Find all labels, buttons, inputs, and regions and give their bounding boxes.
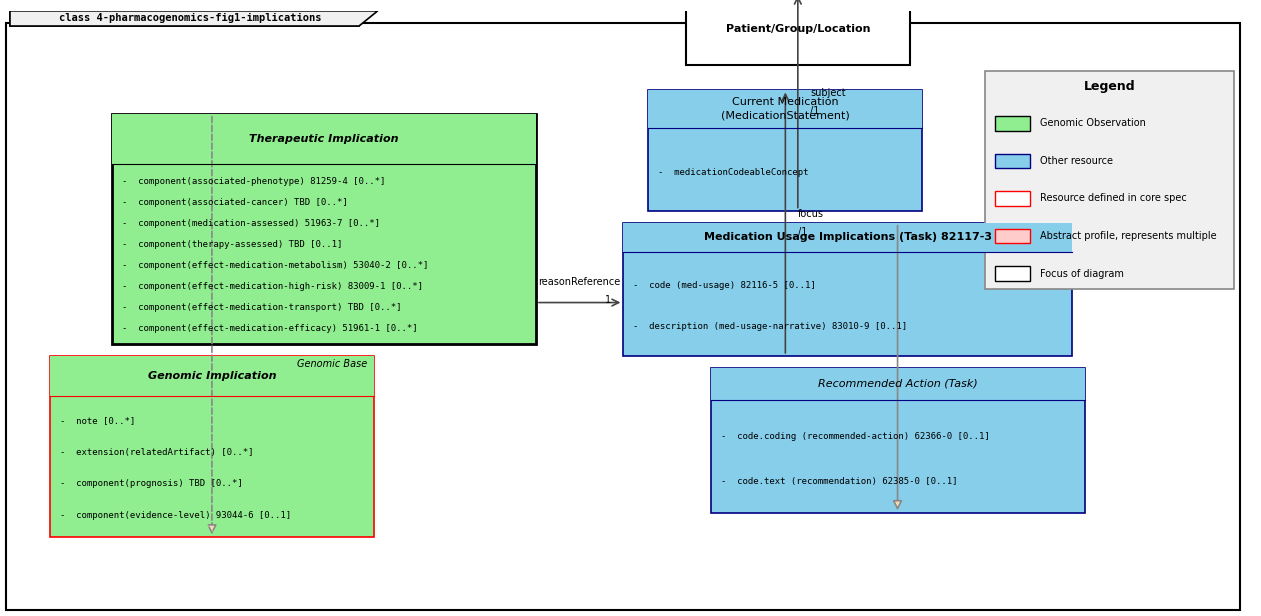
- Text: Genomic Observation: Genomic Observation: [1039, 118, 1145, 129]
- FancyBboxPatch shape: [623, 222, 1072, 252]
- Text: -  code.text (recommendation) 62385-0 [0..1]: - code.text (recommendation) 62385-0 [0.…: [720, 477, 957, 486]
- Text: 1: 1: [605, 294, 610, 304]
- Text: -  component(effect-medication-high-risk) 83009-1 [0..*]: - component(effect-medication-high-risk)…: [122, 282, 424, 291]
- Text: class 4-pharmacogenomics-fig1-implications: class 4-pharmacogenomics-fig1-implicatio…: [59, 14, 322, 23]
- Text: -  component(effect-medication-efficacy) 51961-1 [0..*]: - component(effect-medication-efficacy) …: [122, 325, 417, 333]
- Text: -  note [0..*]: - note [0..*]: [59, 416, 135, 426]
- FancyBboxPatch shape: [710, 368, 1084, 400]
- Text: -  component(prognosis) TBD [0..*]: - component(prognosis) TBD [0..*]: [59, 479, 242, 488]
- Text: -  description (med-usage-narrative) 83010-9 [0..1]: - description (med-usage-narrative) 8301…: [633, 322, 908, 331]
- Text: -  component(therapy-assessed) TBD [0..1]: - component(therapy-assessed) TBD [0..1]: [122, 240, 343, 249]
- Text: -  code.coding (recommended-action) 62366-0 [0..1]: - code.coding (recommended-action) 62366…: [720, 432, 990, 440]
- FancyBboxPatch shape: [995, 229, 1030, 243]
- Text: -  component(medication-assessed) 51963-7 [0..*]: - component(medication-assessed) 51963-7…: [122, 219, 380, 228]
- Text: -  component(effect-medication-transport) TBD [0..*]: - component(effect-medication-transport)…: [122, 303, 402, 312]
- Text: Patient/Group/Location: Patient/Group/Location: [725, 24, 870, 34]
- FancyBboxPatch shape: [995, 266, 1030, 281]
- Text: (MedicationStatement): (MedicationStatement): [721, 111, 850, 121]
- FancyBboxPatch shape: [648, 89, 923, 128]
- FancyBboxPatch shape: [10, 11, 359, 26]
- Text: Current Medication: Current Medication: [733, 97, 839, 107]
- FancyBboxPatch shape: [6, 23, 1241, 610]
- Text: focus: focus: [798, 209, 823, 219]
- FancyBboxPatch shape: [995, 191, 1030, 206]
- Text: Therapeutic Implication: Therapeutic Implication: [250, 134, 398, 144]
- FancyBboxPatch shape: [50, 356, 375, 537]
- Text: Abstract profile, represents multiple: Abstract profile, represents multiple: [1039, 231, 1217, 241]
- Text: Medication Usage Implications (Task) 82117-3: Medication Usage Implications (Task) 821…: [704, 232, 991, 242]
- Text: -  component(evidence-level) 93044-6 [0..1]: - component(evidence-level) 93044-6 [0..…: [59, 511, 291, 520]
- Text: -  component(associated-cancer) TBD [0..*]: - component(associated-cancer) TBD [0..*…: [122, 198, 348, 207]
- FancyBboxPatch shape: [985, 71, 1235, 290]
- FancyBboxPatch shape: [686, 0, 910, 65]
- Text: -  component(associated-phenotype) 81259-4 [0..*]: - component(associated-phenotype) 81259-…: [122, 177, 386, 186]
- Text: subject: subject: [811, 87, 846, 97]
- Text: -  component(effect-medication-metabolism) 53040-2 [0..*]: - component(effect-medication-metabolism…: [122, 261, 429, 270]
- Text: Focus of diagram: Focus of diagram: [1039, 269, 1124, 278]
- Text: /1: /1: [798, 227, 807, 237]
- Text: -  extension(relatedArtifact) [0..*]: - extension(relatedArtifact) [0..*]: [59, 448, 253, 457]
- Text: -  medicationCodeableConcept: - medicationCodeableConcept: [658, 168, 808, 177]
- FancyBboxPatch shape: [623, 222, 1072, 356]
- Polygon shape: [10, 11, 378, 26]
- Text: Legend: Legend: [1083, 80, 1135, 93]
- FancyBboxPatch shape: [112, 114, 536, 164]
- FancyBboxPatch shape: [50, 356, 375, 395]
- Text: Other resource: Other resource: [1039, 156, 1112, 166]
- FancyBboxPatch shape: [710, 368, 1084, 513]
- Text: Genomic Implication: Genomic Implication: [148, 371, 276, 381]
- FancyBboxPatch shape: [648, 89, 923, 211]
- FancyBboxPatch shape: [112, 114, 536, 344]
- Text: reasonReference: reasonReference: [538, 277, 620, 288]
- Text: /1: /1: [811, 106, 820, 116]
- FancyBboxPatch shape: [995, 154, 1030, 168]
- Text: -  code (med-usage) 82116-5 [0..1]: - code (med-usage) 82116-5 [0..1]: [633, 281, 816, 290]
- Text: Recommended Action (Task): Recommended Action (Task): [817, 379, 977, 389]
- Text: Genomic Base: Genomic Base: [298, 359, 368, 369]
- FancyBboxPatch shape: [995, 116, 1030, 131]
- Text: Resource defined in core spec: Resource defined in core spec: [1039, 193, 1187, 203]
